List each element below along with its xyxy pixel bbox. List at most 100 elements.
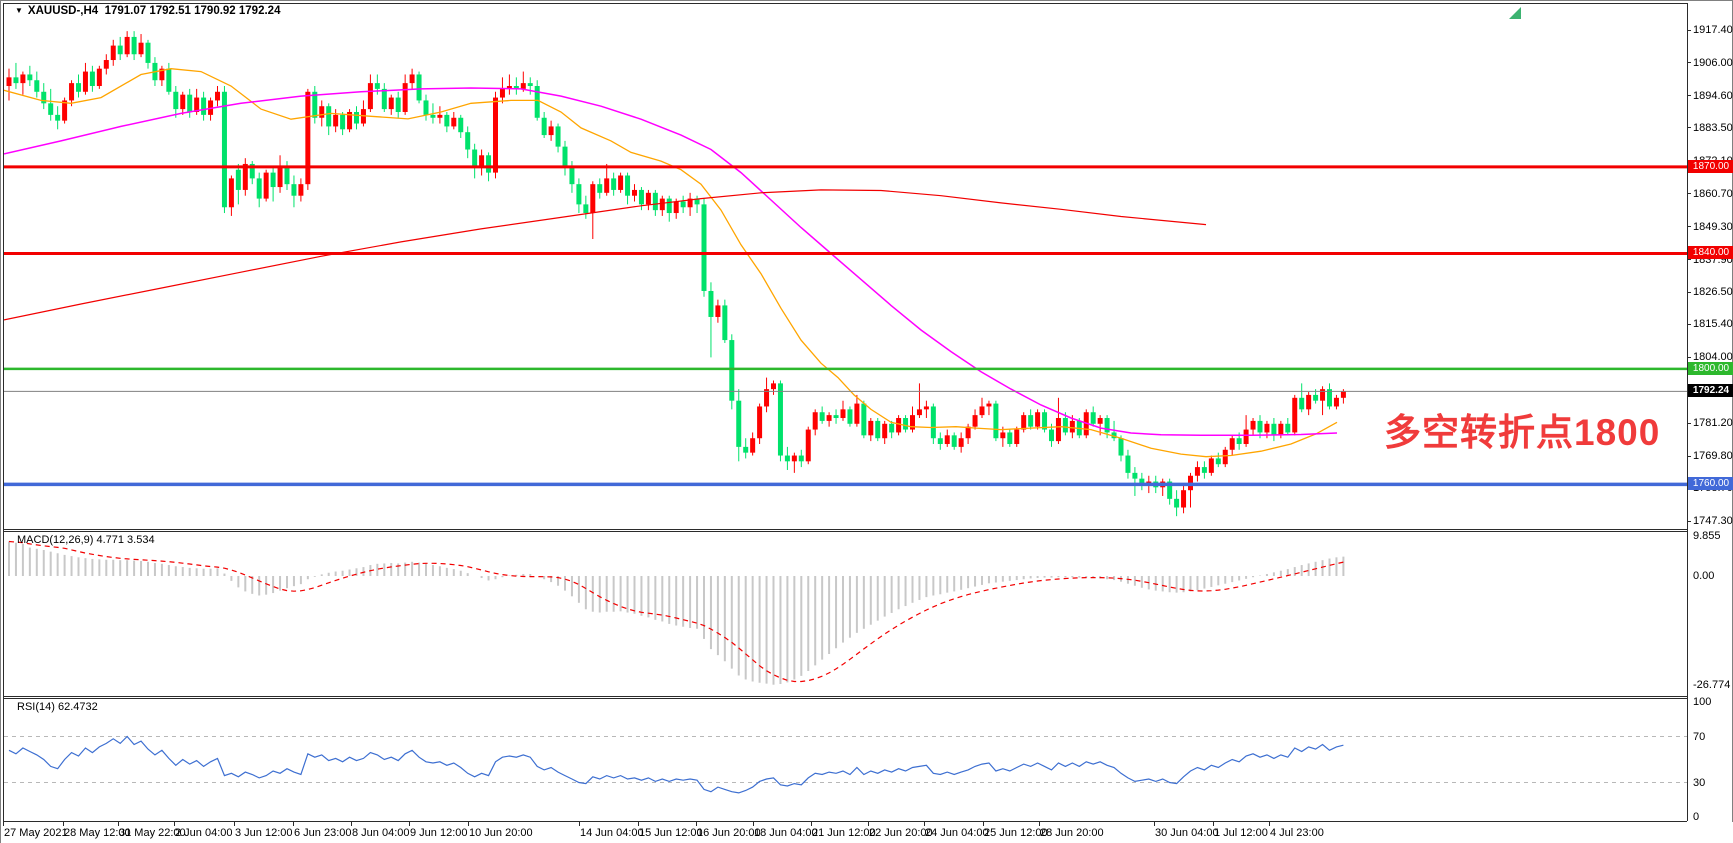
- price-tick: [1687, 226, 1691, 228]
- price-tick: [1687, 422, 1691, 424]
- time-tick: [293, 822, 294, 826]
- time-tick: [234, 822, 235, 826]
- price-tick-label: 1883.50: [1693, 121, 1733, 134]
- time-axis[interactable]: 27 May 2021 28 May 12:00 31 May 22:00 2 Jun…: [1, 822, 1733, 843]
- time-tick: [1039, 822, 1040, 826]
- time-tick: [868, 822, 869, 826]
- ma-fast-line: [4, 68, 1338, 458]
- time-tick-label: 10 Jun 20:00: [469, 827, 533, 839]
- price-tick-label: 1769.80: [1693, 450, 1733, 463]
- time-tick-label: 15 Jun 12:00: [639, 827, 703, 839]
- symbol-ohlc-readout: XAUUSD-,H4 1791.07 1792.51 1790.92 1792.…: [27, 5, 281, 17]
- time-tick: [409, 822, 410, 826]
- time-tick: [1213, 822, 1214, 826]
- level-badge: 1800.00: [1688, 361, 1733, 375]
- dropdown-arrow-icon[interactable]: ▼: [15, 6, 23, 15]
- time-tick-label: 31 May 22:00: [119, 827, 186, 839]
- time-tick: [1154, 822, 1155, 826]
- price-tick: [1687, 95, 1691, 97]
- price-tick: [1687, 193, 1691, 195]
- price-tick: [1687, 455, 1691, 457]
- rsi-scale-label: 0: [1693, 811, 1700, 823]
- chart-frame-bottom: [3, 821, 1687, 822]
- time-tick: [3, 822, 4, 826]
- ma-mid-line: [4, 87, 1338, 437]
- level-badge: 1840.00: [1688, 246, 1733, 260]
- rsi-pane: [4, 735, 1687, 794]
- time-tick-label: 1 Jul 12:00: [1214, 827, 1268, 839]
- price-tick-label: 1860.70: [1693, 187, 1733, 200]
- price-tick: [1687, 356, 1691, 358]
- annotation-text[interactable]: 多空转折点1800: [1384, 412, 1661, 453]
- rsi-line: [8, 735, 1344, 794]
- macd-pane: [8, 540, 1345, 685]
- price-tick-label: 1849.30: [1693, 220, 1733, 233]
- time-tick: [468, 822, 469, 826]
- pane-separator-macd[interactable]: [3, 529, 1687, 530]
- time-tick: [63, 822, 64, 826]
- price-tick: [1687, 259, 1691, 261]
- time-tick: [579, 822, 580, 826]
- macd-scale-label: 0.00: [1693, 570, 1715, 582]
- price-tick-label: 1815.40: [1693, 318, 1733, 331]
- time-tick-label: 21 Jun 12:00: [812, 827, 876, 839]
- pane-separator-macd-2[interactable]: [3, 531, 1687, 532]
- macd-signal-line: [8, 540, 1344, 683]
- time-tick: [753, 822, 754, 826]
- time-tick: [638, 822, 639, 826]
- price-tick: [1687, 127, 1691, 129]
- price-tick: [1687, 29, 1691, 31]
- price-levels: [4, 165, 1687, 487]
- rsi-scale-label: 30: [1693, 776, 1706, 789]
- time-tick: [1269, 822, 1270, 826]
- time-tick-label: 30 Jun 04:00: [1155, 827, 1219, 839]
- time-tick-label: 27 May 2021: [4, 827, 68, 839]
- time-tick: [118, 822, 119, 826]
- level-badge: 1870.00: [1688, 159, 1733, 173]
- rsi-scale-label: 70: [1693, 730, 1706, 743]
- price-tick: [1687, 323, 1691, 325]
- time-tick-label: 25 Jun 12:00: [984, 827, 1048, 839]
- price-tick: [1687, 520, 1691, 522]
- time-tick: [983, 822, 984, 826]
- price-tick-label: 1781.20: [1693, 417, 1733, 430]
- time-tick: [811, 822, 812, 826]
- pane-separator-rsi-2[interactable]: [3, 698, 1687, 699]
- price-tick: [1687, 62, 1691, 64]
- price-tick-label: 1894.60: [1693, 89, 1733, 102]
- rsi-scale-label: 100: [1693, 696, 1712, 708]
- time-tick-label: 2 Jun 04:00: [175, 827, 233, 839]
- chart-shift-marker[interactable]: [1509, 7, 1521, 19]
- symbol-title[interactable]: ▼ XAUUSD-,H4 1791.07 1792.51 1790.92 1792…: [15, 5, 280, 17]
- time-tick-label: 24 Jun 04:00: [925, 827, 989, 839]
- macd-histogram: [8, 541, 1345, 685]
- price-tick-label: 1804.00: [1693, 351, 1733, 364]
- ma-slow-line: [4, 189, 1207, 321]
- price-tick: [1687, 291, 1691, 293]
- chart-frame-right: [1687, 3, 1688, 821]
- time-tick-label: 3 Jun 12:00: [235, 827, 293, 839]
- macd-label: MACD(12,26,9) 4.771 3.534: [17, 534, 155, 546]
- time-tick: [696, 822, 697, 826]
- macd-scale-label: 9.855: [1693, 529, 1721, 542]
- time-tick-label: 22 Jun 20:00: [869, 827, 933, 839]
- pane-separator-rsi[interactable]: [3, 696, 1687, 697]
- time-tick-label: 8 Jun 04:00: [352, 827, 410, 839]
- time-tick-label: 28 Jun 20:00: [1040, 827, 1104, 839]
- time-tick-label: 18 Jun 04:00: [754, 827, 818, 839]
- current-price-badge: 1792.24: [1688, 384, 1733, 398]
- time-tick: [174, 822, 175, 826]
- time-tick-label: 9 Jun 12:00: [410, 827, 468, 839]
- price-tick-label: 1917.40: [1693, 24, 1733, 36]
- time-tick-label: 4 Jul 23:00: [1270, 827, 1324, 839]
- time-tick-label: 16 Jun 20:00: [697, 827, 761, 839]
- time-tick: [924, 822, 925, 826]
- time-tick: [351, 822, 352, 826]
- time-tick-label: 28 May 12:00: [64, 827, 131, 839]
- rsi-label: RSI(14) 62.4732: [17, 701, 98, 713]
- time-tick-label: 6 Jun 23:00: [294, 827, 352, 839]
- chart-frame-left: [3, 3, 4, 821]
- level-badge: 1760.00: [1688, 477, 1733, 491]
